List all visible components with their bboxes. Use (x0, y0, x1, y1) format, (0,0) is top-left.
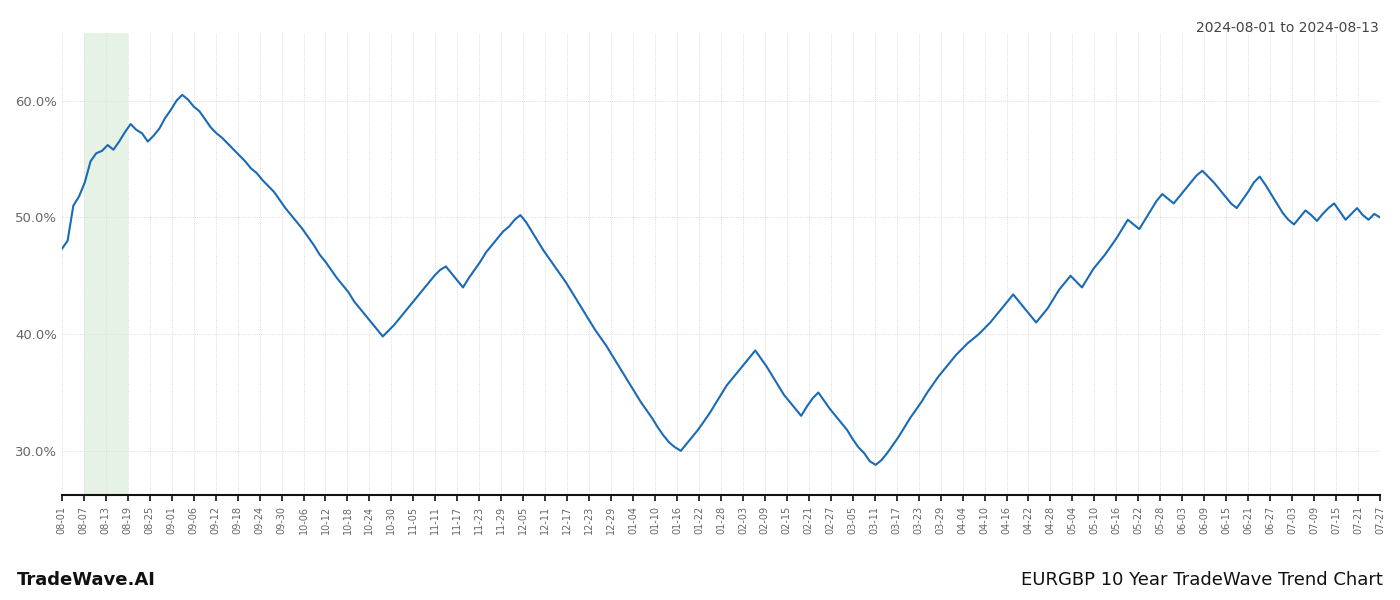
Text: TradeWave.AI: TradeWave.AI (17, 571, 155, 589)
Text: EURGBP 10 Year TradeWave Trend Chart: EURGBP 10 Year TradeWave Trend Chart (1022, 571, 1383, 589)
Text: 2024-08-01 to 2024-08-13: 2024-08-01 to 2024-08-13 (1196, 21, 1379, 35)
Bar (84, 33, 127, 495)
